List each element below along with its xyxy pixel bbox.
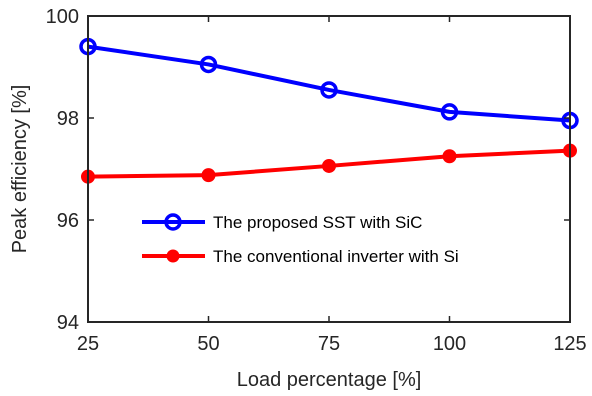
y-tick-label: 96 bbox=[57, 210, 79, 232]
legend-marker-1 bbox=[164, 213, 182, 231]
y-tick-label: 98 bbox=[57, 108, 79, 130]
legend-label-2: The conventional inverter with Si bbox=[213, 247, 459, 266]
legend-label-1: The proposed SST with SiC bbox=[213, 213, 422, 232]
data-point-series-1 bbox=[440, 103, 459, 121]
y-axis-title: Peak efficiency [%] bbox=[9, 85, 31, 254]
legend-marker-2 bbox=[166, 249, 180, 263]
data-point-series-1 bbox=[199, 55, 218, 74]
y-tick-label: 94 bbox=[57, 312, 79, 334]
series-line-1 bbox=[87, 44, 571, 123]
data-point-series-1 bbox=[320, 81, 338, 99]
data-point-series-2 bbox=[442, 149, 457, 164]
x-tick-label: 50 bbox=[197, 333, 219, 355]
y-tick-label: 100 bbox=[46, 6, 79, 28]
legend-box bbox=[133, 205, 545, 273]
x-axis-title: Load percentage [%] bbox=[237, 369, 422, 391]
legend: The proposed SST with SiC The conventiona… bbox=[133, 205, 545, 273]
x-tick-label: 25 bbox=[77, 333, 99, 355]
data-point-series-2 bbox=[201, 168, 216, 183]
data-point-series-2 bbox=[322, 158, 336, 173]
x-tick-label: 125 bbox=[553, 333, 586, 355]
x-tick-label: 100 bbox=[433, 333, 466, 355]
x-tick-label: 75 bbox=[318, 333, 340, 355]
ticks-layer: 25 50 75 100 125 94 96 98 100 bbox=[46, 6, 587, 355]
